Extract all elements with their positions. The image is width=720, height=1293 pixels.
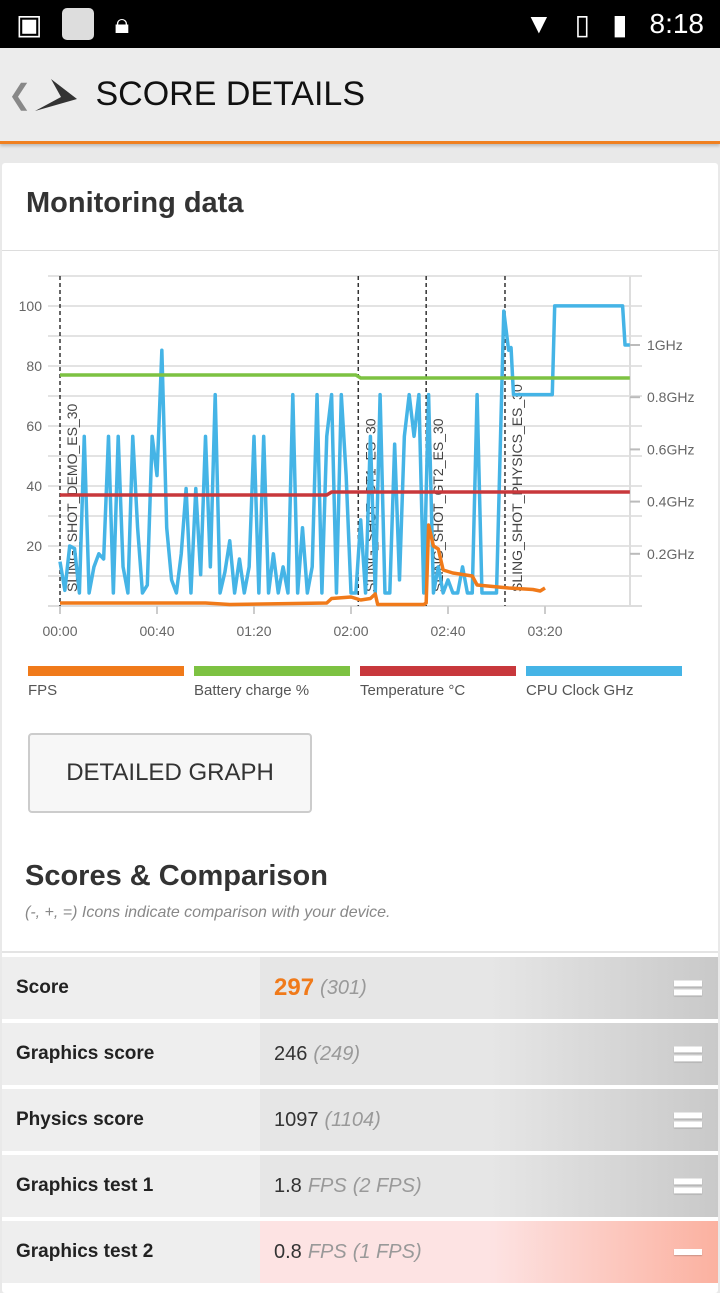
test-marker-label: SLING_SHOT_GT2_ES_30 xyxy=(430,418,446,592)
y-tick-label: 80 xyxy=(26,358,42,374)
series-fps xyxy=(60,523,546,607)
x-tick-label: 03:20 xyxy=(527,623,562,639)
row-value: 0.8 xyxy=(274,1240,302,1263)
y2-tick-label: 0.8GHz xyxy=(647,389,694,405)
series-temperature-c xyxy=(60,490,630,497)
row-label: Score xyxy=(2,957,260,1019)
no-sim-icon: ▯ xyxy=(574,8,591,40)
y2-tick-label: 1GHz xyxy=(647,337,683,353)
app-icon xyxy=(62,8,95,40)
test-marker-label: SLING_SHOT_DEMO_ES_30 xyxy=(64,403,80,592)
row-compare: (249) xyxy=(313,1042,361,1065)
scores-table: Score 297 (301) Graphics score 246 (249) Phy… xyxy=(2,951,718,1283)
row-compare: (301) xyxy=(320,976,367,999)
row-unit: FPS xyxy=(307,1240,347,1263)
scores-subtitle: (-, +, =) Icons indicate comparison with… xyxy=(25,904,391,921)
row-value: 1097 xyxy=(274,1108,319,1131)
monitoring-chart: 100 80 60 40 20 1GHz 0.8GHz 0.6GHz 0.4GHz 0.2GHz 0… xyxy=(19,275,694,639)
row-value: 1.8 xyxy=(274,1174,302,1197)
status-bar: ▣ 🔒︎ ▼ ▯ ▮ 8:18 xyxy=(0,0,720,48)
y-tick-label: 100 xyxy=(19,298,43,314)
y2-tick-label: 0.4GHz xyxy=(647,494,694,510)
table-row[interactable]: Graphics test 1 1.8 FPS (2 FPS) xyxy=(2,1151,718,1217)
page-title: SCORE DETAILS xyxy=(95,75,366,113)
row-label: Physics score xyxy=(2,1089,260,1151)
row-value: 246 xyxy=(274,1042,308,1065)
lock-icon: 🔒︎ xyxy=(114,7,130,39)
equal-icon xyxy=(674,1044,702,1065)
equal-icon xyxy=(674,1176,702,1197)
y2-tick-label: 0.6GHz xyxy=(647,441,694,457)
x-tick-label: 00:00 xyxy=(42,623,77,639)
series-battery-charge- xyxy=(60,373,630,380)
y-tick-label: 40 xyxy=(26,478,42,494)
legend-cpu-clock: CPU Clock GHz xyxy=(526,666,682,699)
equal-icon xyxy=(674,978,702,999)
x-tick-label: 02:00 xyxy=(333,623,368,639)
row-compare: (2 FPS) xyxy=(352,1174,422,1197)
row-compare: (1104) xyxy=(324,1108,381,1131)
row-label: Graphics score xyxy=(2,1023,260,1085)
battery-icon: ▮ xyxy=(612,8,628,40)
x-tick-label: 01:20 xyxy=(236,623,271,639)
row-unit: FPS xyxy=(307,1174,347,1197)
clock: 8:18 xyxy=(649,8,705,39)
legend-fps: FPS xyxy=(28,666,184,699)
table-row[interactable]: Graphics score 246 (249) xyxy=(2,1019,718,1085)
row-label: Graphics test 2 xyxy=(2,1221,260,1283)
x-tick-label: 02:40 xyxy=(430,623,465,639)
legend-battery: Battery charge % xyxy=(194,666,350,699)
row-label: Graphics test 1 xyxy=(2,1155,260,1217)
row-value: 297 xyxy=(274,974,315,1001)
scores-title: Scores & Comparison xyxy=(25,860,328,892)
legend-temperature: Temperature °C xyxy=(360,666,516,699)
x-tick-label: 00:40 xyxy=(139,623,174,639)
equal-icon xyxy=(674,1110,702,1131)
detailed-graph-button[interactable]: DETAILED GRAPH xyxy=(28,733,312,813)
table-row[interactable]: Graphics test 2 0.8 FPS (1 FPS) xyxy=(2,1217,718,1283)
y-tick-label: 20 xyxy=(26,538,42,554)
y2-tick-label: 0.2GHz xyxy=(647,546,694,562)
image-icon: ▣ xyxy=(16,8,43,40)
y-tick-label: 60 xyxy=(26,418,42,434)
3dmark-logo-icon xyxy=(35,78,78,111)
back-button[interactable]: ❮ xyxy=(8,79,32,110)
row-compare: (1 FPS) xyxy=(352,1240,422,1263)
series-cpu-clock-ghz xyxy=(58,304,630,595)
content-card: Monitoring data 100 80 60 40 20 1GHz 0.8GHz 0.6… xyxy=(2,163,718,1293)
monitoring-title: Monitoring data xyxy=(2,163,718,251)
minus-icon xyxy=(674,1246,702,1258)
app-bar: ❮ SCORE DETAILS xyxy=(0,48,720,144)
table-row[interactable]: Score 297 (301) xyxy=(2,953,718,1019)
table-row[interactable]: Physics score 1097 (1104) xyxy=(2,1085,718,1151)
wifi-icon: ▼ xyxy=(524,8,553,39)
test-marker-label: SLING_SHOT_PHYSICS_ES_30 xyxy=(509,384,525,592)
